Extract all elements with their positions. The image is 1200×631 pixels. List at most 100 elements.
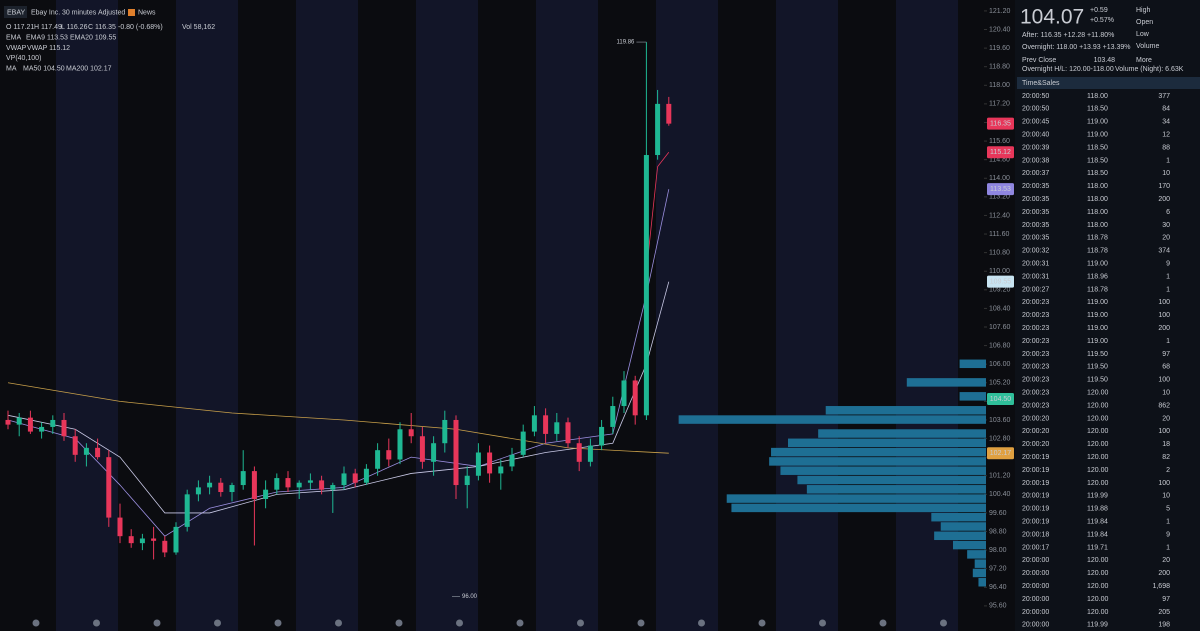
ts-size: 2: [1166, 467, 1170, 474]
candle-body: [72, 436, 78, 455]
ts-price: 120.00: [1087, 402, 1109, 409]
ts-time: 20:00:19: [1022, 454, 1049, 461]
y-tick-label: 108.40: [989, 305, 1011, 312]
ts-size: 1: [1166, 286, 1170, 293]
price-tag: [987, 275, 1014, 288]
candle-body: [173, 526, 179, 553]
price-tag: [987, 146, 1014, 159]
ts-price: 118.00: [1087, 209, 1108, 216]
ts-price: 120.00: [1087, 390, 1109, 397]
session-icon: [819, 619, 826, 627]
y-tick-label: 121.20: [989, 8, 1011, 15]
candle-body: [61, 419, 67, 437]
ts-time: 20:00:20: [1022, 428, 1049, 435]
candle-body: [531, 415, 537, 432]
candle-body: [621, 380, 627, 407]
candle-body: [397, 429, 403, 460]
volume-profile-bar: [906, 378, 986, 387]
y-tick-label: 95.60: [989, 603, 1007, 610]
candle-body: [106, 457, 112, 518]
candle-body: [184, 494, 190, 527]
symbol[interactable]: EBAY: [7, 9, 25, 16]
volume-profile-bar: [771, 447, 986, 457]
ts-size: 100: [1158, 377, 1170, 384]
ts-size: 10: [1162, 493, 1170, 500]
ts-price: 119.00: [1087, 119, 1108, 126]
vwap-label: VWAP: [6, 45, 27, 52]
news[interactable]: News: [138, 9, 156, 16]
y-tick-label: 103.60: [989, 417, 1011, 424]
change-pct: +0.57%: [1090, 17, 1114, 24]
y-tick-label: 110.00: [989, 268, 1010, 275]
candle-body: [229, 485, 235, 493]
ts-time: 20:00:23: [1022, 377, 1049, 384]
volume-profile-bar: [978, 578, 986, 587]
time-sales-title[interactable]: Time&Sales: [1022, 80, 1060, 87]
candle-body: [16, 417, 22, 425]
y-tick-label: 118.80: [989, 64, 1010, 71]
session-icon: [940, 619, 947, 627]
ts-time: 20:00:23: [1022, 325, 1049, 332]
session-icon: [214, 619, 221, 627]
ts-price: 118.50: [1087, 157, 1108, 164]
ts-time: 20:00:23: [1022, 364, 1049, 371]
more[interactable]: More: [1136, 57, 1152, 64]
session-icon: [32, 619, 40, 627]
ts-time: 20:00:50: [1022, 93, 1049, 100]
ts-price: 119.84: [1087, 519, 1108, 526]
ts-price: 120.00: [1087, 570, 1109, 577]
ema20: EMA20 109.55: [70, 34, 116, 41]
candle-body: [431, 443, 437, 462]
ts-price: 119.99: [1087, 622, 1108, 629]
session-icon: [637, 619, 645, 627]
y-tick-label: 111.60: [989, 231, 1009, 238]
volume-profile-bar: [931, 512, 986, 522]
ts-price: 118.00: [1087, 196, 1108, 203]
ts-size: 170: [1158, 183, 1170, 190]
ts-time: 20:00:19: [1022, 519, 1049, 526]
y-tick-label: 98.00: [989, 547, 1007, 554]
y-tick-label: 97.20: [989, 566, 1007, 573]
ts-size: 200: [1158, 570, 1170, 577]
ts-time: 20:00:45: [1022, 119, 1049, 126]
ts-size: 377: [1158, 93, 1170, 100]
volume-profile-bar: [769, 457, 986, 466]
ts-price: 120.00: [1087, 415, 1109, 422]
low-label: Low: [1136, 31, 1150, 38]
marker-label: 119.86: [616, 40, 635, 46]
ts-time: 20:00:40: [1022, 132, 1049, 139]
ts-price: 119.00: [1087, 299, 1108, 306]
quote-panel: 104.07 +0.59 +0.57% High Open Low Volume…: [1017, 6, 1200, 629]
adjusted[interactable]: Adjusted: [98, 9, 125, 16]
candle-body: [475, 452, 481, 476]
ts-size: 82: [1162, 454, 1170, 461]
interval[interactable]: 30 minutes: [62, 9, 97, 16]
candle-body: [195, 487, 201, 495]
ts-time: 20:00:32: [1022, 248, 1049, 255]
ts-time: 20:00:00: [1022, 596, 1049, 603]
candle-body: [95, 447, 101, 458]
ts-size: 68: [1162, 364, 1170, 371]
ts-price: 118.00: [1087, 222, 1108, 229]
ts-time: 20:00:00: [1022, 622, 1049, 629]
ts-time: 20:00:19: [1022, 480, 1049, 487]
ts-price: 119.50: [1087, 364, 1108, 371]
candle-body: [251, 471, 257, 499]
ma200: MA200 102.17: [66, 65, 112, 72]
volume-profile-bar: [788, 438, 986, 448]
y-tick-label: 101.20: [989, 473, 1011, 480]
high-label: High: [1136, 7, 1151, 14]
candle-body: [139, 538, 145, 544]
ts-price: 118.50: [1087, 106, 1108, 113]
ts-time: 20:00:17: [1022, 544, 1049, 551]
ts-price: 119.99: [1087, 493, 1108, 500]
vp-label: VP(40,100): [6, 55, 41, 62]
ts-price: 120.00: [1087, 557, 1109, 564]
ts-price: 119.84: [1087, 531, 1108, 538]
ts-price: 120.00: [1087, 596, 1109, 603]
candle-body: [319, 480, 325, 490]
ts-time: 20:00:23: [1022, 402, 1049, 409]
candle-body: [375, 450, 381, 469]
candle-body: [162, 540, 168, 553]
session-icon: [153, 619, 161, 627]
